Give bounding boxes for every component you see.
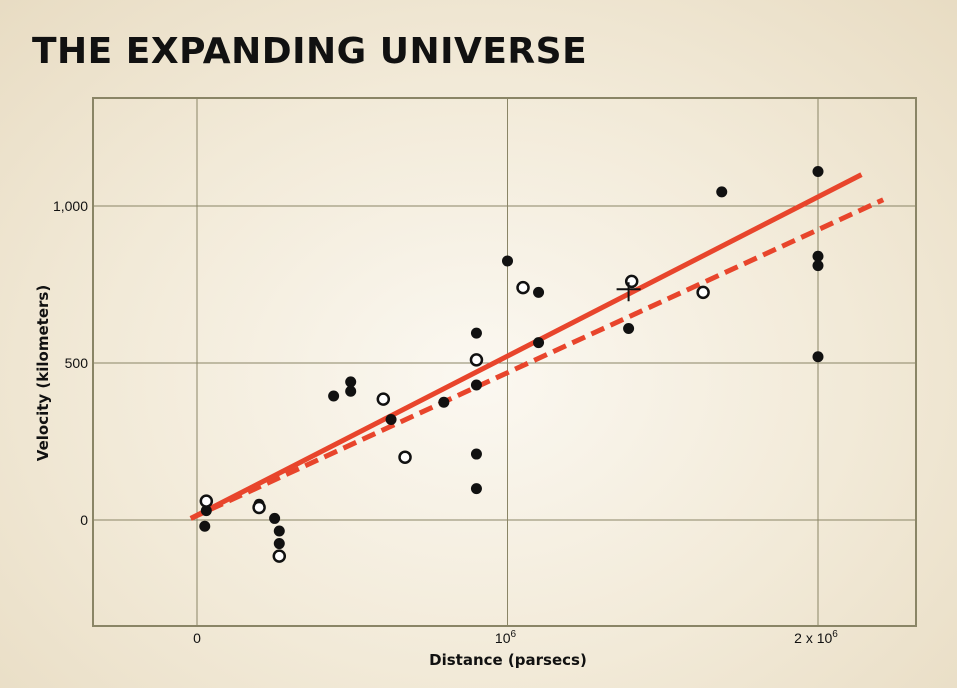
data-point-filled-12	[470, 379, 482, 391]
data-point-open-6	[516, 280, 530, 295]
data-point-filled-1	[199, 520, 211, 532]
x-tick-label-1: 106	[495, 629, 517, 646]
data-point-filled-22	[812, 260, 824, 272]
x-axis-label: Distance (parsecs)	[429, 651, 587, 669]
data-point-open-0	[199, 494, 214, 508]
data-point-filled-18	[623, 322, 635, 334]
data-point-filled-10	[438, 396, 450, 408]
data-point-filled-23	[812, 351, 824, 363]
y-tick-label-0: 0	[80, 512, 88, 528]
data-point-filled-6	[328, 390, 340, 402]
data-point-cross-0	[616, 282, 641, 302]
data-point-filled-9	[385, 414, 397, 426]
data-point-filled-11	[470, 327, 482, 339]
data-point-filled-7	[345, 376, 357, 388]
data-point-filled-4	[273, 525, 285, 537]
data-point-filled-16	[533, 286, 545, 298]
data-point-open-1	[252, 500, 266, 515]
plot-frame	[92, 97, 917, 627]
x-tick-label-0: 0	[193, 630, 201, 646]
data-points	[199, 165, 824, 563]
data-point-filled-13	[470, 448, 482, 460]
data-point-filled-21	[812, 250, 824, 262]
data-point-filled-8	[345, 385, 357, 397]
data-point-open-5	[469, 353, 484, 367]
fit-line-solid	[189, 172, 863, 521]
data-point-open-2	[272, 549, 287, 563]
y-tick-label-1: 500	[65, 355, 89, 371]
data-point-filled-17	[533, 337, 545, 349]
y-axis-label: Velocity (kilometers)	[34, 285, 52, 461]
data-point-filled-20	[812, 165, 824, 177]
x-tick-label-2: 2 x 106	[794, 629, 838, 646]
chart-title: THE EXPANDING UNIVERSE	[32, 31, 588, 72]
data-point-open-3	[376, 392, 391, 406]
fit-line-dashed	[189, 197, 885, 521]
data-point-filled-14	[470, 483, 482, 495]
data-point-open-8	[696, 285, 710, 300]
tick-labels: 0 106 2 x 106 0 500 1,000	[53, 198, 838, 646]
data-point-filled-19	[716, 186, 728, 198]
y-tick-label-2: 1,000	[53, 198, 88, 214]
data-point-filled-5	[273, 538, 285, 550]
data-point-filled-15	[502, 255, 513, 267]
data-point-filled-3	[269, 512, 281, 524]
data-point-open-4	[398, 450, 412, 464]
fit-lines	[189, 172, 885, 521]
grid	[93, 98, 916, 626]
data-point-filled-0	[200, 505, 212, 517]
